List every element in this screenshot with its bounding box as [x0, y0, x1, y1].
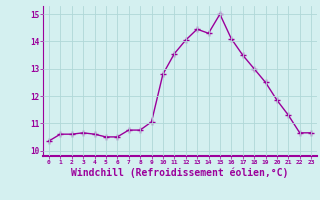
X-axis label: Windchill (Refroidissement éolien,°C): Windchill (Refroidissement éolien,°C) [71, 168, 289, 178]
